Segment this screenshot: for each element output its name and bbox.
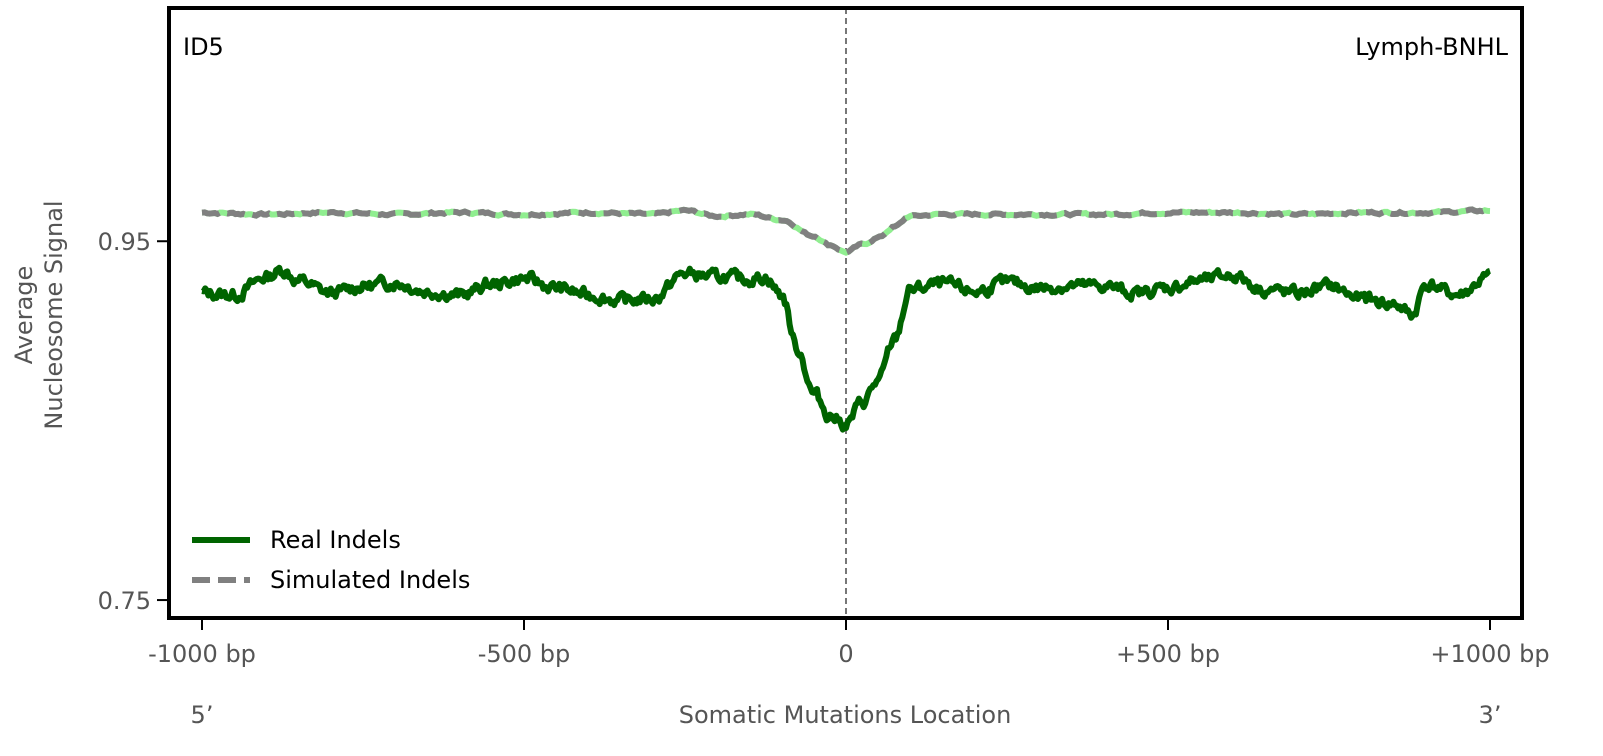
x-axis-ticks: -1000 bp -500 bp 0 +500 bp +1000 bp — [148, 618, 1550, 668]
y-tick-label: 0.95 — [98, 228, 151, 256]
plot-frame — [167, 6, 1524, 620]
panel-label: ID5 — [183, 33, 224, 61]
tissue-label: Lymph-BNHL — [1355, 33, 1508, 61]
plot-area — [200, 8, 1492, 618]
series-line-simulated-indels — [201, 206, 1491, 256]
three-prime-label: 3’ — [1479, 701, 1502, 729]
y-axis-label-line1: Average — [10, 266, 38, 365]
y-tick-label: 0.75 — [98, 587, 151, 615]
series-line-real-indels — [200, 264, 1492, 433]
x-tick-label: -1000 bp — [148, 640, 256, 668]
y-axis-ticks: 0.75 0.95 — [98, 228, 169, 615]
x-tick-label: +500 bp — [1116, 640, 1220, 668]
x-tick-label: -500 bp — [478, 640, 571, 668]
x-tick-label: 0 — [838, 640, 853, 668]
legend-label-simulated-indels: Simulated Indels — [270, 566, 470, 594]
x-axis-label: Somatic Mutations Location — [679, 701, 1012, 729]
legend-label-real-indels: Real Indels — [270, 526, 401, 554]
y-axis-label-line2: Nucleosome Signal — [40, 200, 68, 429]
five-prime-label: 5’ — [191, 701, 214, 729]
legend: Real Indels Simulated Indels — [192, 526, 470, 594]
x-tick-label: +1000 bp — [1430, 640, 1549, 668]
